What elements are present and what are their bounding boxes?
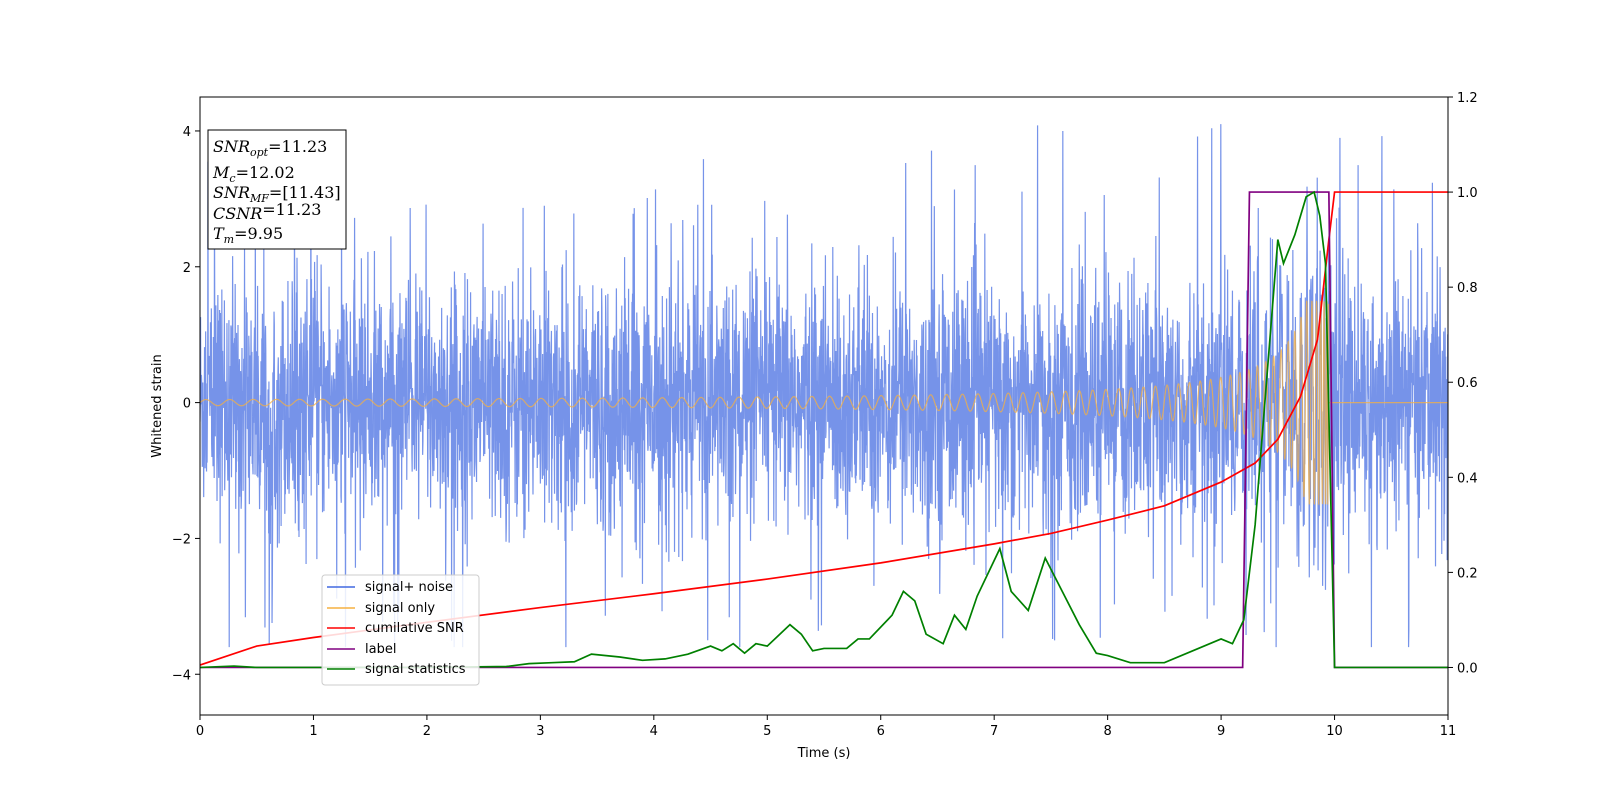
- x-tick-label: 4: [650, 724, 658, 739]
- y-right-tick-label: 0.4: [1457, 471, 1478, 486]
- legend-label-signal-statistics: signal statistics: [365, 662, 466, 677]
- y-left-tick-label: −2: [172, 532, 191, 547]
- series-signal-only: [200, 300, 1448, 506]
- x-axis-label: Time (s): [797, 746, 851, 761]
- x-tick-label: 11: [1440, 724, 1457, 739]
- y-right-tick-label: 0.2: [1457, 566, 1478, 581]
- series-signal-statistics: [200, 190, 1448, 669]
- y-axis-label: Whitened strain: [150, 354, 165, 457]
- y-left-tick-label: 4: [183, 125, 191, 140]
- series-signal-noise: [200, 124, 1448, 648]
- y-left-tick-label: 0: [183, 397, 191, 412]
- plot-frame: [199, 96, 1449, 716]
- x-tick-label: 7: [990, 724, 998, 739]
- legend-box: [321, 574, 480, 686]
- y-right-tick-label: 1.0: [1457, 186, 1478, 201]
- x-tick-label: 0: [196, 724, 204, 739]
- legend-label-label: label: [365, 642, 396, 657]
- legend-label-signal-noise: signal+ noise: [365, 580, 453, 595]
- legend-label-signal-only: signal only: [365, 601, 435, 616]
- x-tick-label: 8: [1103, 724, 1111, 739]
- x-tick-label: 1: [309, 724, 317, 739]
- annotation-line-3: SNRMF=[11.43]: [213, 183, 341, 205]
- x-tick-label: 3: [536, 724, 544, 739]
- x-tick-label: 9: [1217, 724, 1225, 739]
- annotation-line-2: Mc=12.02: [212, 163, 295, 185]
- y-right-tick-label: 0.6: [1457, 376, 1478, 391]
- y-right-tick-label: 0.0: [1457, 661, 1478, 676]
- x-tick-label: 5: [763, 724, 771, 739]
- y-left-tick-label: 2: [183, 261, 191, 276]
- ticks-layer: 0 1 2 3 4 5 6 7 8 9 10 11 −4 −2 0 2 4 0.0 0.2 0.4 0.6 0.8 1.0 1…: [172, 91, 1478, 739]
- annotation-box: SNRopt=11.23 Mc=12.02 SNRMF=[11.43] CSNR…: [207, 129, 347, 250]
- x-tick-label: 10: [1326, 724, 1343, 739]
- y-right-tick-label: 1.2: [1457, 91, 1478, 106]
- y-right-tick-label: 0.8: [1457, 281, 1478, 296]
- y-left-tick-label: −4: [172, 668, 191, 683]
- legend: signal+ noise signal only cumilative SNR…: [321, 574, 480, 686]
- annotation-line-1: SNRopt=11.23: [213, 137, 327, 159]
- annotation-line-4: CSNR=11.23: [213, 200, 321, 223]
- x-tick-label: 2: [423, 724, 431, 739]
- legend-label-cumulative-snr: cumilative SNR: [365, 621, 464, 636]
- annotation-line-5: Tm=9.95: [213, 224, 283, 246]
- x-tick-label: 6: [877, 724, 885, 739]
